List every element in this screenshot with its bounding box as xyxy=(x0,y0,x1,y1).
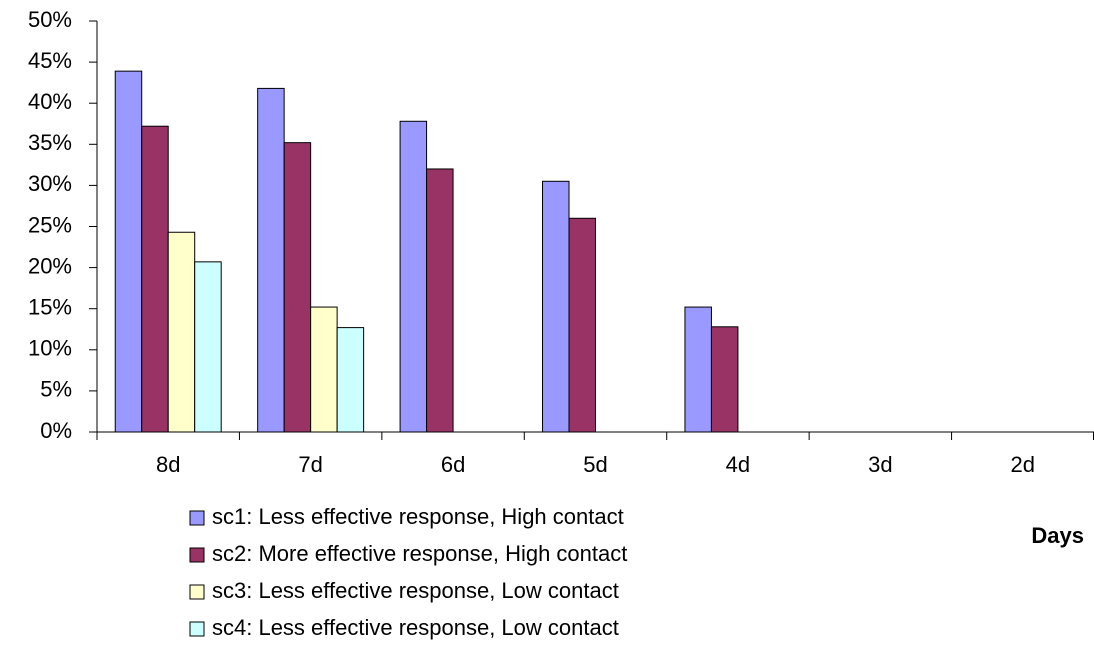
legend-label: sc2: More effective response, High conta… xyxy=(212,541,627,566)
bar xyxy=(568,217,597,433)
x-tick-label: 8d xyxy=(156,452,180,477)
bar xyxy=(114,70,143,433)
y-tick-label: 0% xyxy=(40,418,72,443)
bar xyxy=(710,326,739,433)
y-tick-label: 5% xyxy=(40,377,72,402)
bar xyxy=(141,125,169,433)
y-tick-label: 40% xyxy=(28,89,72,114)
bar xyxy=(167,231,196,433)
legend-label: sc4: Less effective response, Low contac… xyxy=(212,615,619,640)
x-tick-label: 2d xyxy=(1011,452,1035,477)
y-tick-label: 25% xyxy=(28,212,72,237)
bar xyxy=(310,306,338,433)
bar xyxy=(426,168,454,433)
bar xyxy=(257,87,285,433)
bar xyxy=(194,261,222,433)
x-tick-label: 7d xyxy=(298,452,322,477)
bar xyxy=(283,142,312,433)
x-axis-title: Days xyxy=(1031,523,1084,548)
y-tick-label: 50% xyxy=(28,7,72,32)
legend-swatch xyxy=(189,584,205,600)
x-tick-label: 6d xyxy=(441,452,465,477)
y-tick-label: 35% xyxy=(28,130,72,155)
legend-swatch xyxy=(189,621,205,637)
bar xyxy=(542,180,570,433)
y-tick-label: 15% xyxy=(28,295,72,320)
x-tick-label: 3d xyxy=(868,452,892,477)
bar xyxy=(399,120,428,433)
legend-label: sc3: Less effective response, Low contac… xyxy=(212,578,619,603)
legend-swatch xyxy=(189,510,205,526)
bar xyxy=(684,306,712,433)
y-tick-label: 20% xyxy=(28,253,72,278)
x-tick-label: 4d xyxy=(726,452,750,477)
x-tick-label: 5d xyxy=(583,452,607,477)
bar xyxy=(336,327,365,433)
y-tick-label: 30% xyxy=(28,171,72,196)
y-tick-label: 10% xyxy=(28,336,72,361)
y-tick-label: 45% xyxy=(28,48,72,73)
legend-label: sc1: Less effective response, High conta… xyxy=(212,504,624,529)
legend-swatch xyxy=(189,547,205,563)
